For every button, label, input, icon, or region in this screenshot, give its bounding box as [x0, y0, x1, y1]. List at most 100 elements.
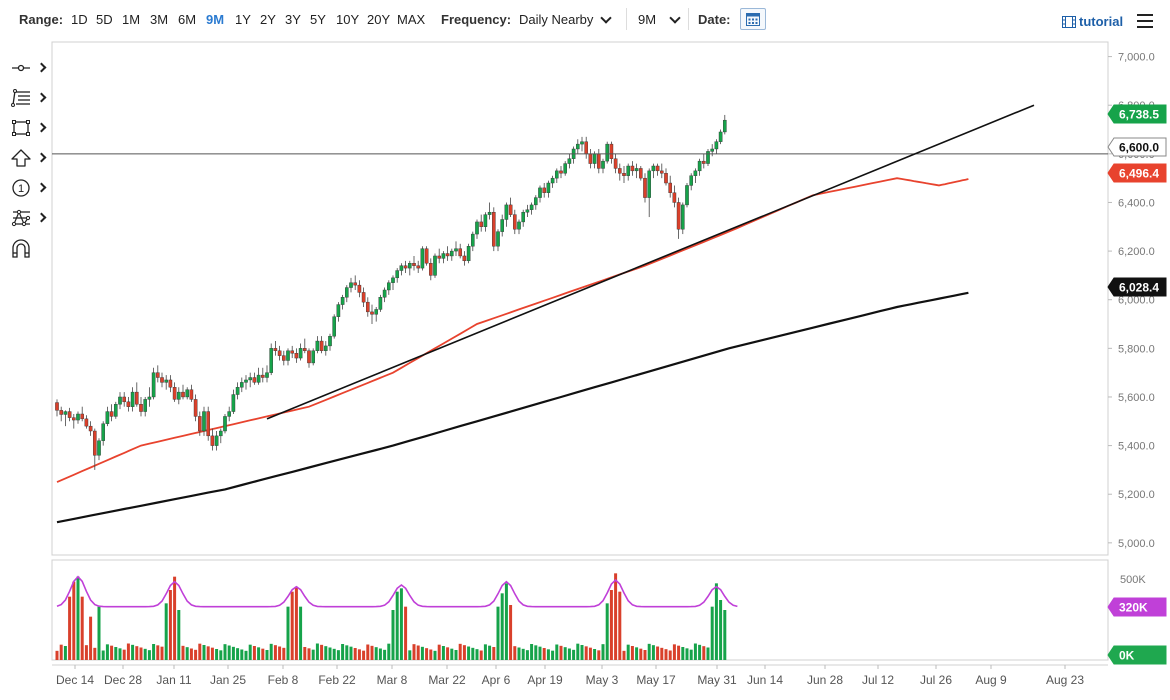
- volume-zero-badge-shape: [1107, 645, 1167, 665]
- volume-bar: [252, 646, 256, 660]
- candle: [282, 350, 286, 366]
- candle-body: [576, 143, 580, 150]
- candle-body: [151, 372, 156, 398]
- candle: [76, 411, 80, 424]
- tool-numbered-marker[interactable]: 1: [10, 178, 48, 200]
- tool-arrow[interactable]: [10, 148, 48, 170]
- candle: [601, 158, 605, 174]
- tutorial-link[interactable]: tutorial: [1062, 14, 1123, 29]
- x-tick-label: Aug 23: [1046, 673, 1084, 687]
- range-button-5y[interactable]: 5Y: [310, 12, 326, 27]
- last-price-badge-shape: [1107, 104, 1167, 124]
- candle-body: [294, 353, 299, 359]
- candle-body: [336, 304, 341, 317]
- volume-bar: [420, 646, 424, 660]
- tutorial-label: tutorial: [1079, 14, 1124, 29]
- candle: [202, 406, 206, 436]
- candle-body: [702, 160, 706, 164]
- candle-body: [420, 248, 425, 269]
- range-button-1m[interactable]: 1M: [122, 12, 141, 27]
- volume-bar: [370, 645, 374, 660]
- candle-body: [160, 377, 164, 383]
- range-button-5d[interactable]: 5D: [96, 12, 113, 27]
- candle: [559, 165, 563, 179]
- ma200-badge-text: 6,028.4: [1119, 281, 1159, 295]
- candle-body: [370, 311, 374, 315]
- volume-bar: [471, 647, 475, 660]
- tool-magnet[interactable]: [10, 238, 48, 260]
- candle-body: [408, 263, 412, 269]
- tool-fibonacci[interactable]: [10, 88, 48, 110]
- rectangle-icon: [12, 120, 30, 136]
- candle: [538, 185, 542, 203]
- candle: [160, 372, 164, 388]
- volume-bar: [261, 648, 265, 660]
- candle-body: [660, 170, 664, 174]
- hamburger-menu-icon[interactable]: [1137, 14, 1153, 28]
- period-dropdown[interactable]: 9M: [638, 11, 681, 29]
- range-button-9m[interactable]: 9M: [206, 12, 225, 27]
- range-button-10y[interactable]: 10Y: [336, 12, 360, 27]
- volume-bar: [80, 596, 84, 660]
- candle-body: [55, 402, 59, 411]
- candle: [298, 343, 303, 361]
- volume-bar: [357, 649, 361, 660]
- range-button-3y[interactable]: 3Y: [285, 12, 301, 27]
- candle-body: [584, 141, 588, 155]
- volume-zero-badge: 0K: [1107, 645, 1167, 665]
- candle: [336, 302, 341, 322]
- volume-bar: [517, 647, 521, 660]
- candle: [697, 158, 702, 176]
- range-button-max[interactable]: MAX: [397, 12, 426, 27]
- candle: [660, 163, 664, 179]
- candle: [399, 263, 404, 276]
- range-button-20y[interactable]: 20Y: [367, 12, 391, 27]
- frequency-dropdown[interactable]: Daily Nearby: [519, 11, 613, 29]
- candle-body: [618, 168, 622, 174]
- candle: [349, 277, 353, 293]
- x-tick-label: May 17: [636, 673, 676, 687]
- candle-body: [626, 165, 630, 176]
- date-picker-button[interactable]: [740, 8, 766, 30]
- candle-body: [550, 177, 555, 184]
- range-button-6m[interactable]: 6M: [178, 12, 197, 27]
- candle-body: [613, 158, 618, 169]
- candle: [395, 268, 400, 283]
- candle: [639, 165, 643, 181]
- candle-body: [168, 379, 173, 388]
- volume-bar: [672, 644, 676, 660]
- ma200-badge: 6,028.4: [1107, 277, 1167, 297]
- volume-bar: [198, 643, 202, 660]
- volume-bar: [395, 591, 399, 660]
- range-label: Range:: [19, 12, 64, 27]
- volume-bar: [227, 645, 231, 660]
- candle: [231, 389, 236, 414]
- volume-bar: [97, 606, 101, 660]
- volume-bar: [236, 648, 240, 660]
- candle-body: [424, 248, 429, 264]
- candle-body: [130, 391, 135, 407]
- tool-pattern[interactable]: [10, 208, 48, 230]
- volume-bar: [320, 644, 324, 660]
- volume-bar: [126, 643, 130, 660]
- candle: [340, 294, 345, 310]
- candle-body: [155, 372, 160, 378]
- range-button-2y[interactable]: 2Y: [260, 12, 276, 27]
- volume-bar: [76, 576, 80, 660]
- tool-rectangle[interactable]: [10, 118, 48, 140]
- volume-bar: [546, 649, 550, 660]
- volume-bar: [164, 603, 168, 660]
- volume-bar: [383, 649, 387, 660]
- range-button-3m[interactable]: 3M: [150, 12, 169, 27]
- candle-body: [655, 165, 660, 172]
- volume-average-badge-shape: [1107, 597, 1167, 617]
- tool-crosshair[interactable]: [10, 58, 48, 80]
- candle: [307, 348, 311, 368]
- candle: [189, 384, 194, 402]
- candle: [433, 253, 437, 278]
- volume-bar: [538, 646, 542, 660]
- range-button-1y[interactable]: 1Y: [235, 12, 251, 27]
- range-button-1d[interactable]: 1D: [71, 12, 88, 27]
- volume-bar: [273, 645, 277, 660]
